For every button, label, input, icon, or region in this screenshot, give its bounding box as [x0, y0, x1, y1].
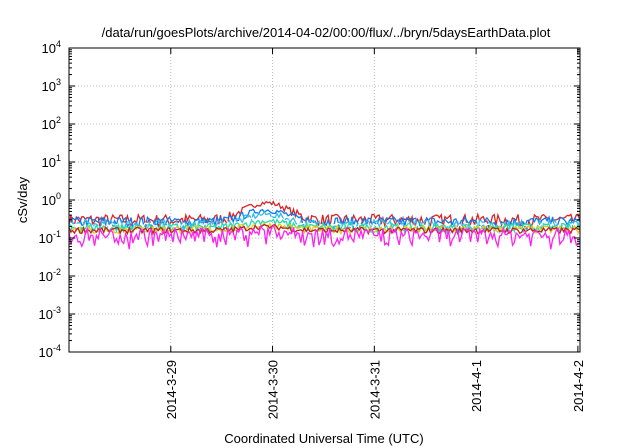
series-group — [68, 200, 581, 250]
x-tick-label: 2014-4-2 — [571, 360, 586, 412]
x-axis-label: Coordinated Universal Time (UTC) — [224, 431, 423, 446]
x-tick-label: 2014-4-1 — [469, 360, 484, 412]
y-tick-label: 10-2 — [39, 267, 61, 284]
grid — [69, 48, 580, 352]
chart-title: /data/run/goesPlots/archive/2014-04-02/0… — [102, 25, 551, 40]
x-tick-label: 2014-3-29 — [164, 360, 179, 419]
y-tick-label: 102 — [42, 115, 61, 132]
y-tick-label: 104 — [42, 39, 61, 56]
y-tick-label: 101 — [42, 153, 61, 170]
y-tick-label: 10-3 — [39, 305, 61, 322]
series-line — [68, 208, 581, 231]
y-axis-label: cSv/day — [15, 176, 30, 223]
series-line — [68, 223, 581, 236]
x-tick-label: 2014-3-31 — [367, 360, 382, 419]
y-tick-label: 103 — [42, 77, 61, 94]
y-tick-label: 10-4 — [39, 343, 61, 360]
axes: 10-4 10-3 10-2 10-1 100 101 102 103 104 2014-3-29… — [39, 39, 586, 419]
series-line — [68, 224, 581, 250]
y-tick-label: 100 — [42, 191, 61, 208]
y-tick-label: 10-1 — [39, 229, 61, 246]
x-tick-label: 2014-3-30 — [266, 360, 281, 419]
